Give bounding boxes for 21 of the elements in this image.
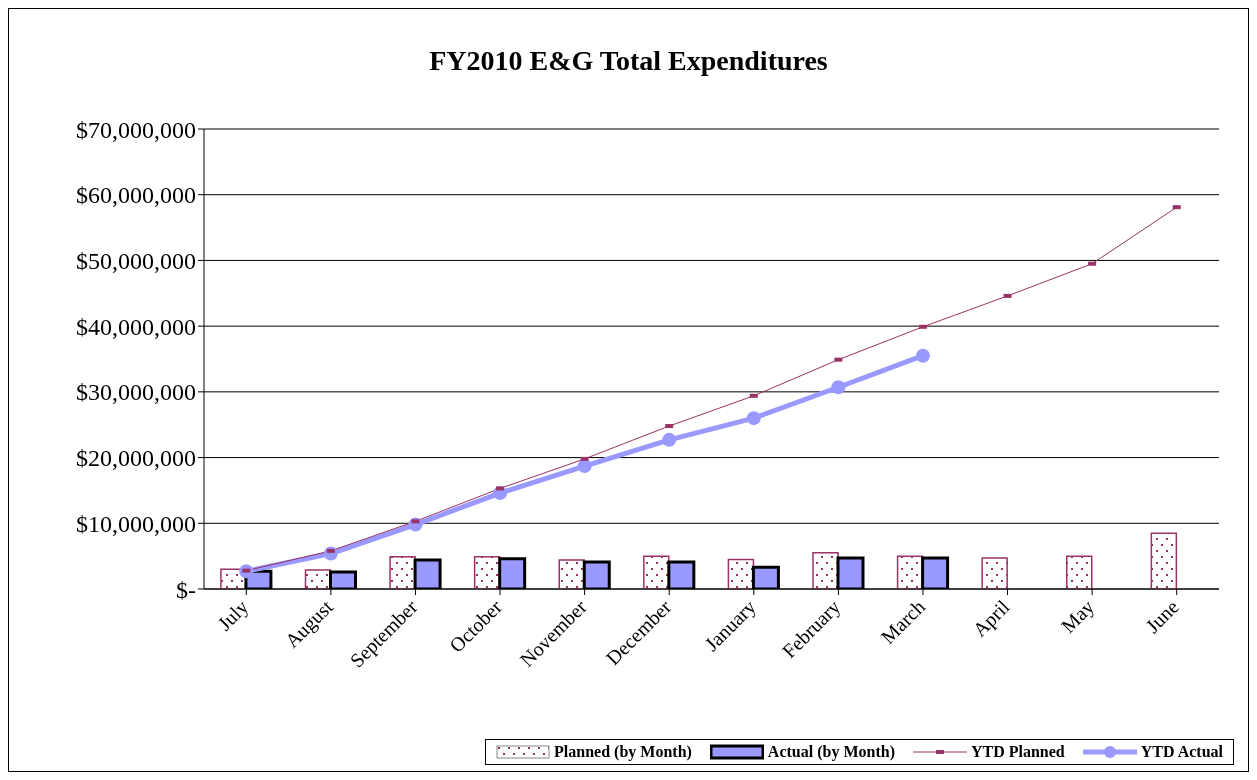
legend-label: YTD Planned	[970, 743, 1065, 761]
point	[577, 459, 592, 474]
y-tick-label: $70,000,000	[76, 116, 196, 143]
y-tick-label: $50,000,000	[76, 247, 196, 274]
y-tick-label: $30,000,000	[76, 379, 196, 406]
x-tick-label: June	[1141, 595, 1183, 638]
point	[746, 411, 761, 426]
legend-label: Actual (by Month)	[767, 743, 895, 761]
legend-label: Planned (by Month)	[554, 743, 692, 761]
y-tick-label: $20,000,000	[76, 445, 196, 472]
chart-title: FY2010 E&G Total Expenditures	[428, 45, 829, 77]
y-tick-label: $60,000,000	[76, 182, 196, 209]
x-tick-label: July	[213, 595, 254, 636]
y-tick-label: $10,000,000	[76, 510, 196, 537]
legend-label: YTD Actual	[1140, 743, 1223, 761]
point	[831, 380, 846, 395]
point	[915, 348, 930, 363]
point	[662, 432, 677, 447]
y-tick-label: $-	[176, 576, 196, 603]
x-tick-label: May	[1056, 595, 1099, 638]
y-tick-label: $40,000,000	[76, 313, 196, 340]
